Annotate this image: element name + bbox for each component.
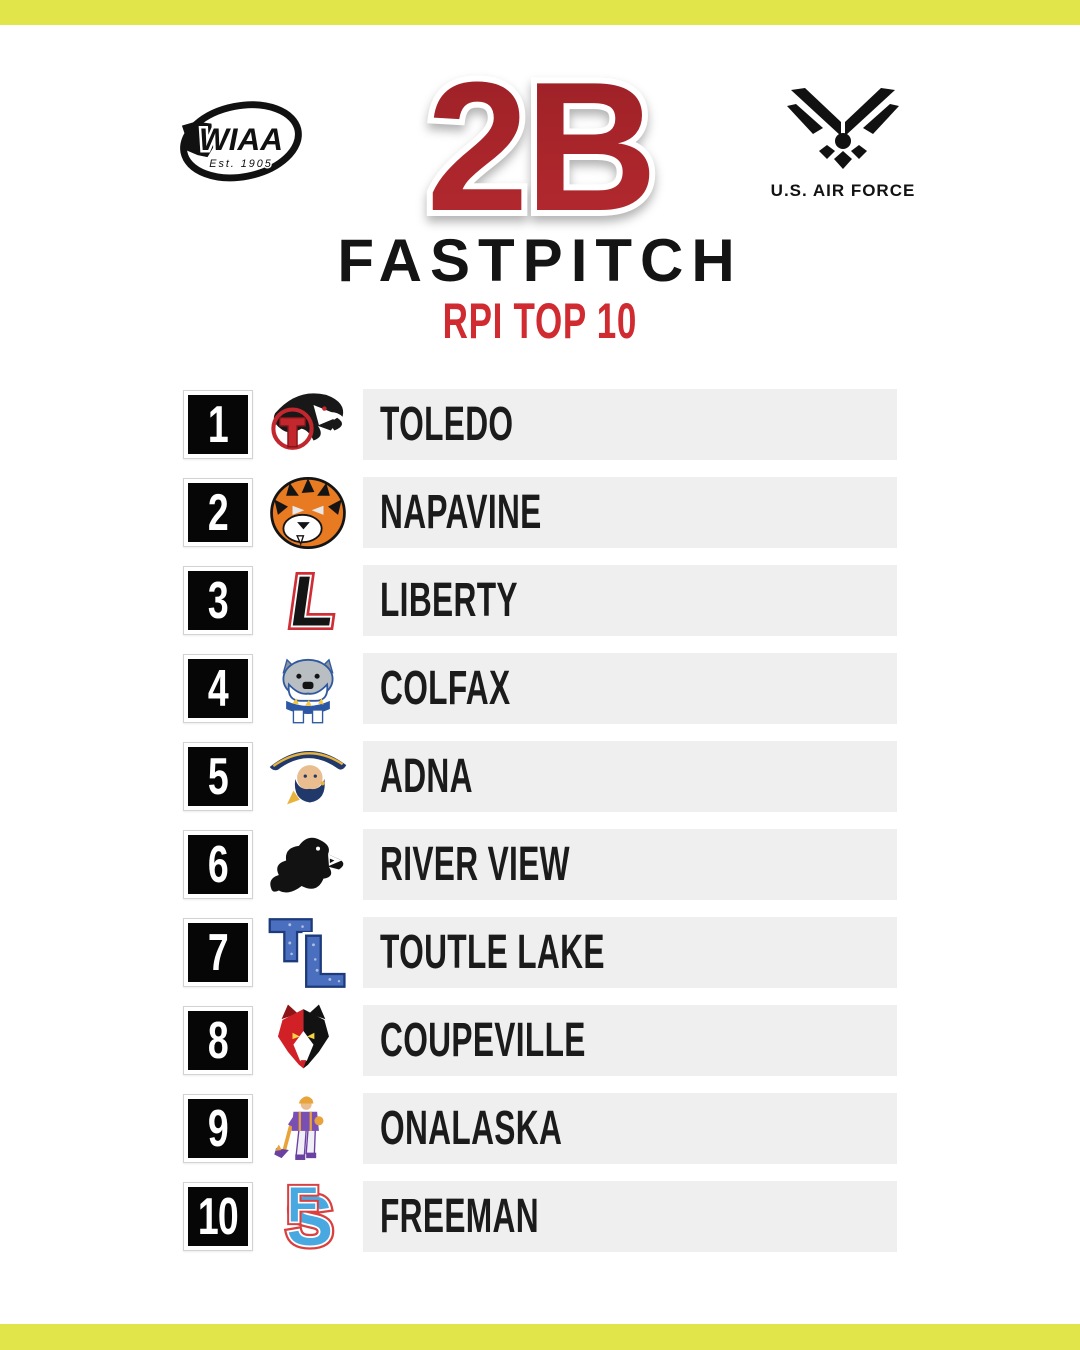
team-name: TOLEDO (380, 398, 514, 451)
svg-text:S: S (287, 1182, 333, 1258)
sport-title: FASTPITCH (337, 227, 743, 294)
rank-badge: 9 (183, 1094, 253, 1163)
air-force-logo: U.S. AIR FORCE (768, 88, 918, 200)
team-name-bar: RIVER VIEW (363, 829, 897, 900)
wiaa-logo: WIAA Est. 1905 (176, 98, 304, 190)
team-name-bar: TOUTLE LAKE (363, 917, 897, 988)
team-logo-coupeville-wolf (253, 1000, 363, 1082)
rank-number: 8 (207, 1011, 229, 1070)
rank-number: 3 (207, 571, 229, 630)
ranking-row: 6 RIVER VIEW (183, 829, 897, 900)
rank-number: 6 (207, 835, 229, 894)
team-logo-liberty-l: L L (253, 560, 363, 642)
rank-number: 7 (207, 923, 229, 982)
team-logo-napavine-tiger (253, 472, 363, 554)
team-name: ADNA (380, 750, 473, 803)
rank-badge: 1 (183, 390, 253, 459)
team-name: RIVER VIEW (380, 838, 570, 891)
team-name-bar: COUPEVILLE (363, 1005, 897, 1076)
wiaa-swoosh-icon: WIAA Est. 1905 (180, 101, 302, 182)
team-logo-riverview-panther (253, 824, 363, 906)
ranking-row: 9 ONALASKA (183, 1093, 897, 1164)
team-name-bar: NAPAVINE (363, 477, 897, 548)
team-name: NAPAVINE (380, 486, 542, 539)
rank-badge: 3 (183, 566, 253, 635)
team-name-bar: TOLEDO (363, 389, 897, 460)
svg-text:2B: 2B (426, 58, 653, 238)
team-name: FREEMAN (380, 1190, 539, 1243)
rank-number: 2 (207, 483, 229, 542)
team-name: TOUTLE LAKE (380, 926, 605, 979)
rank-badge: 5 (183, 742, 253, 811)
team-name: ONALASKA (380, 1102, 563, 1155)
rpi-subtitle-wrap: RPI TOP 10 (0, 292, 1080, 350)
washington-state-icon (181, 121, 214, 158)
classification-title: 2B (370, 37, 710, 255)
bottom-accent-bar (0, 1324, 1080, 1350)
team-logo-colfax-bulldog (253, 648, 363, 730)
classification-2b-text: 2B (420, 37, 663, 255)
rank-number: 10 (197, 1187, 239, 1246)
air-force-label: U.S. AIR FORCE (770, 181, 916, 200)
rankings-list: 1 TOLEDO 2 NAPAVINE (183, 389, 897, 1258)
ranking-row: 3 L L LIBERTY (183, 560, 897, 642)
rank-badge: 10 (183, 1182, 253, 1251)
team-logo-freeman-fs: S S F F (253, 1176, 363, 1258)
team-name: COUPEVILLE (380, 1014, 586, 1067)
wiaa-established: Est. 1905 (209, 158, 272, 170)
ranking-row: 8 COUPEVILLE (183, 1004, 897, 1076)
svg-text:S: S (287, 1182, 333, 1258)
team-logo-onalaska-logger (253, 1088, 363, 1170)
team-name-bar: FREEMAN (363, 1181, 897, 1252)
svg-text:F: F (288, 1177, 318, 1232)
team-name: COLFAX (380, 662, 511, 715)
ranking-row: 5 ADNA (183, 741, 897, 812)
team-logo-adna-pirate (253, 736, 363, 818)
team-name-bar: LIBERTY (363, 565, 897, 636)
rpi-subtitle: RPI TOP 10 (442, 293, 638, 349)
rank-number: 4 (207, 659, 229, 718)
ranking-row: 1 TOLEDO (183, 389, 897, 460)
wiaa-wordmark: WIAA (199, 121, 283, 157)
svg-text:L: L (286, 561, 341, 641)
rank-number: 9 (207, 1099, 229, 1158)
rank-badge: 7 (183, 918, 253, 987)
air-force-wings-icon (787, 88, 899, 169)
top-accent-bar (0, 0, 1080, 25)
ranking-row: 2 NAPAVINE (183, 476, 897, 549)
ranking-row: 10 S S F F FREEMAN (183, 1176, 897, 1258)
ranking-row: 4 COLFAX (183, 653, 897, 724)
team-logo-toledo-eagle (253, 384, 363, 466)
rank-number: 1 (207, 395, 229, 454)
rank-number: 5 (207, 747, 229, 806)
ranking-row: 7 TOUTLE LAKE (183, 915, 897, 990)
rank-badge: 8 (183, 1006, 253, 1075)
team-name: LIBERTY (380, 574, 518, 627)
team-name-bar: COLFAX (363, 653, 897, 724)
team-logo-toutlelake-tl (253, 912, 363, 994)
rank-badge: 6 (183, 830, 253, 899)
rank-badge: 4 (183, 654, 253, 723)
svg-text:F: F (288, 1177, 318, 1232)
team-name-bar: ONALASKA (363, 1093, 897, 1164)
team-name-bar: ADNA (363, 741, 897, 812)
rank-badge: 2 (183, 478, 253, 547)
